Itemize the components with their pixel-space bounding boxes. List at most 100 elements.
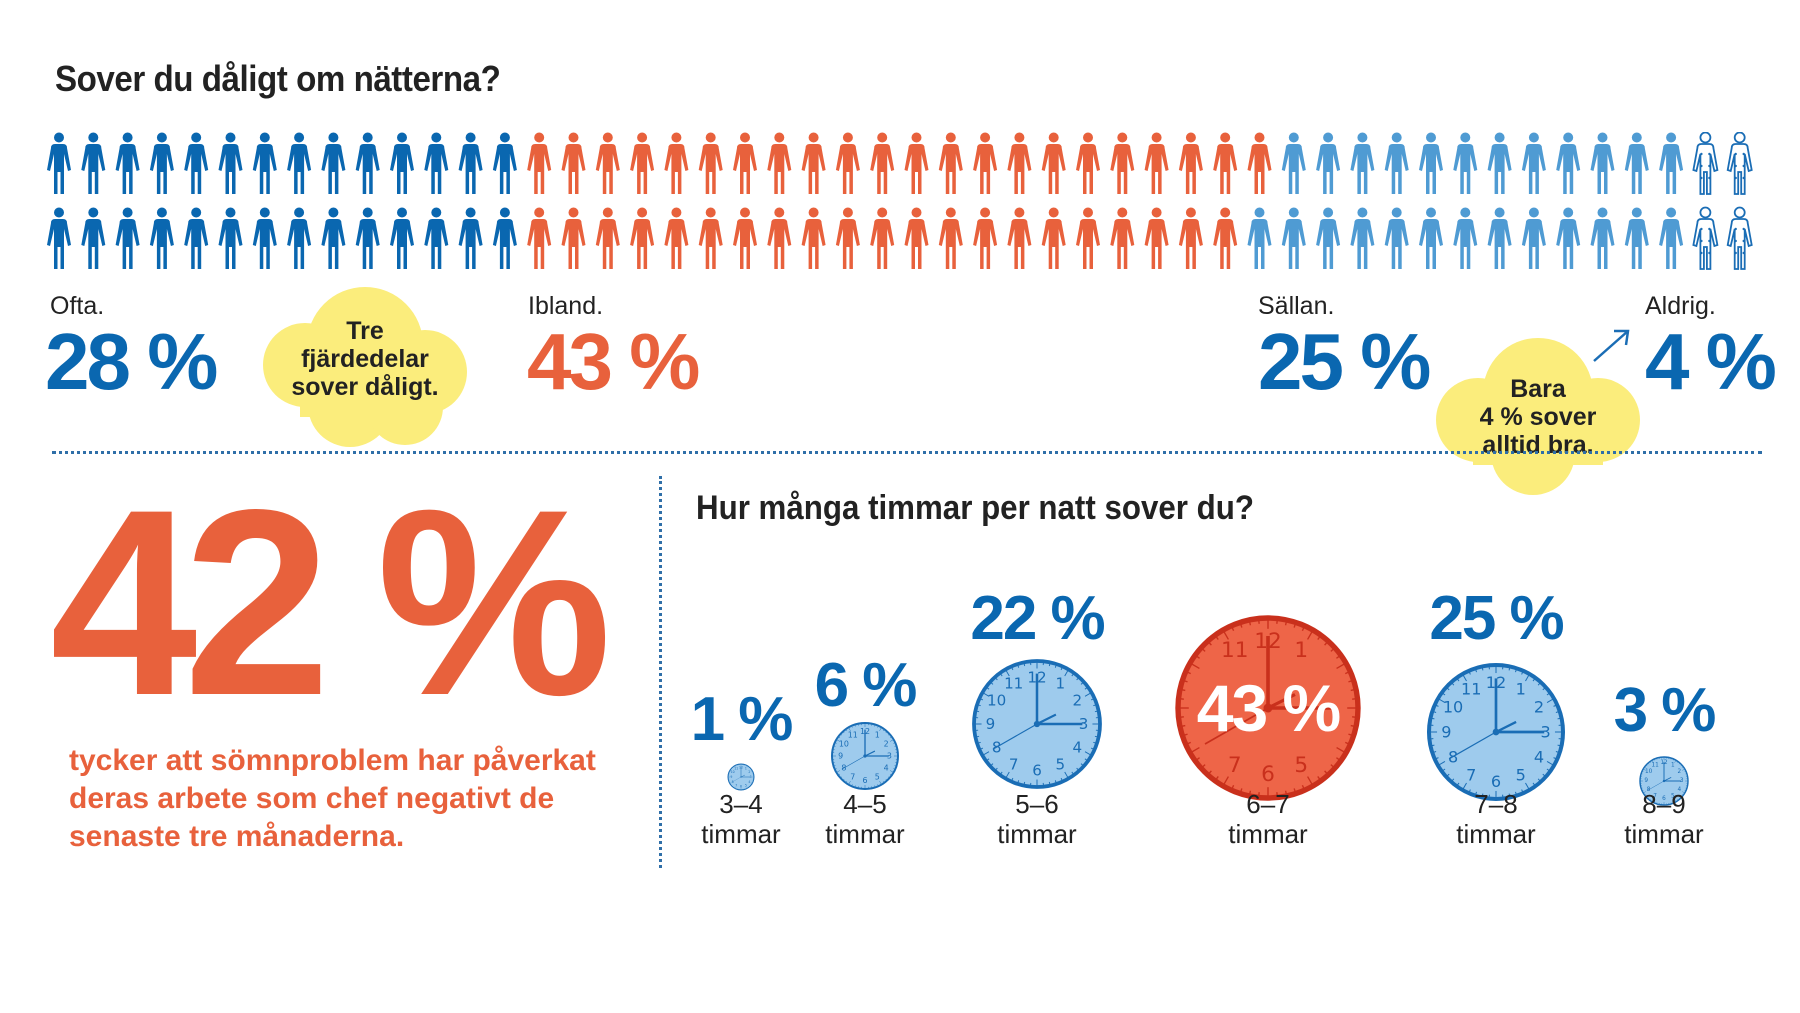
person-icon-sometimes [1007, 132, 1032, 194]
hours-range: 5–6 [1015, 789, 1059, 819]
person-icon-sometimes [561, 132, 586, 194]
person-icon-sometimes [973, 207, 998, 269]
person-icon-sometimes [630, 132, 655, 194]
svg-text:11: 11 [1461, 680, 1481, 699]
person-icon-sometimes [904, 207, 929, 269]
person-icon-sometimes [733, 207, 757, 269]
svg-text:10: 10 [987, 692, 1006, 710]
hours-percent: 1 % [690, 685, 794, 754]
person-icon-rarely [1384, 207, 1409, 269]
person-icon-sometimes [1144, 207, 1169, 269]
person-icon-often [424, 132, 449, 194]
hours-label: 8–9 timmar [1609, 789, 1719, 849]
person-icon-often [47, 132, 71, 194]
hours-label: 6–7 timmar [1213, 789, 1323, 849]
svg-text:5: 5 [1294, 753, 1308, 778]
hours-label: 3–4 timmar [686, 789, 796, 849]
clock-icon: 123456789101112 [831, 722, 899, 790]
svg-text:7: 7 [1009, 755, 1019, 773]
person-icon-rarely [1316, 207, 1341, 269]
person-icon-often [252, 207, 277, 269]
person-icon-often [149, 207, 174, 269]
clock-icon: 123456789101112 [972, 659, 1102, 789]
person-icon-rarely [1590, 207, 1615, 269]
svg-text:2: 2 [748, 770, 750, 774]
value-rarely: 25 % [1258, 317, 1431, 406]
person-icon-sometimes [904, 132, 929, 194]
person-icon-often [390, 207, 414, 269]
person-icon-sometimes [527, 207, 552, 269]
big-stat-value: 42 % [50, 455, 612, 751]
svg-text:7: 7 [850, 773, 855, 782]
svg-text:5: 5 [1516, 765, 1526, 784]
svg-text:3: 3 [1079, 715, 1089, 733]
svg-text:1: 1 [1294, 638, 1308, 663]
person-icon-sometimes [1110, 207, 1135, 269]
svg-text:10: 10 [1443, 698, 1463, 717]
svg-text:6: 6 [1491, 772, 1501, 791]
person-icon-often [321, 207, 346, 269]
svg-text:7: 7 [1228, 753, 1242, 778]
person-icon-rarely [1659, 207, 1684, 269]
cloud1-line: sover dåligt. [291, 373, 439, 401]
person-icon-sometimes [595, 132, 620, 194]
clock-icon: 123456789101112 [727, 763, 755, 791]
person-icon-rarely [1453, 207, 1478, 269]
cloud1-line: Tre [346, 317, 384, 345]
person-icon-rarely [1624, 207, 1649, 269]
person-icon-sometimes [698, 132, 723, 194]
hours-percent: 3 % [1613, 676, 1717, 745]
svg-text:10: 10 [839, 739, 849, 748]
person-icon-rarely [1659, 132, 1684, 194]
svg-text:4: 4 [1534, 747, 1544, 766]
horizontal-divider [52, 451, 1762, 454]
cloud1-line: fjärdedelar [301, 345, 429, 373]
person-icon-sometimes [938, 132, 963, 194]
person-icon-often [184, 207, 209, 269]
person-icon-often [287, 207, 312, 269]
person-icon-sometimes [870, 132, 895, 194]
person-icon-sometimes [1178, 207, 1203, 269]
hours-unit: timmar [1624, 819, 1704, 849]
svg-text:10: 10 [731, 770, 735, 774]
person-icon-often [81, 132, 106, 194]
person-icon-sometimes [664, 207, 689, 269]
person-icon-sometimes [595, 207, 620, 269]
person-icon-sometimes [1041, 132, 1066, 194]
svg-text:9: 9 [1441, 723, 1451, 742]
person-icon-sometimes [767, 132, 792, 194]
woman-outline-icon [1726, 132, 1753, 195]
label-sometimes: Ibland. [528, 292, 604, 320]
label-never: Aldrig. [1645, 292, 1716, 320]
svg-text:4: 4 [1678, 787, 1682, 793]
person-icon-rarely [1384, 132, 1409, 194]
hours-percent: 22 % [970, 584, 1105, 653]
cloud-callout-only-four: Bara 4 % sover alltid bra. [1433, 335, 1643, 495]
svg-text:9: 9 [1644, 778, 1648, 784]
big-stat-text: tycker att sömnproblem har påverkat dera… [69, 744, 596, 853]
hours-label: 4–5 timmar [810, 789, 920, 849]
hours-label: 7–8 timmar [1441, 789, 1551, 849]
person-icon-rarely [1556, 207, 1581, 269]
svg-text:1: 1 [745, 767, 747, 771]
person-icon-rarely [1624, 132, 1649, 194]
svg-text:9: 9 [730, 775, 732, 779]
person-icon-often [458, 207, 483, 269]
person-icon-sometimes [1213, 132, 1238, 194]
person-icon-rarely [1453, 132, 1478, 194]
svg-text:7: 7 [1466, 765, 1476, 784]
section-title-hours: Hur många timmar per natt sover du? [696, 489, 1254, 527]
cloud-callout-three-quarters: Tre fjärdedelar sover dåligt. [255, 287, 475, 447]
person-icon-sometimes [1178, 132, 1203, 194]
person-icon-often [115, 207, 140, 269]
person-icon-sometimes [1247, 132, 1272, 194]
value-never: 4 % [1645, 317, 1777, 406]
person-icon-rarely [1521, 132, 1546, 194]
person-icon-often [321, 132, 346, 194]
person-icon-sometimes [1144, 132, 1169, 194]
woman-outline-icon [1726, 206, 1753, 270]
svg-text:1: 1 [875, 730, 880, 739]
person-icon-sometimes [835, 207, 860, 269]
svg-text:3: 3 [750, 775, 752, 779]
person-icon-often [47, 207, 71, 269]
